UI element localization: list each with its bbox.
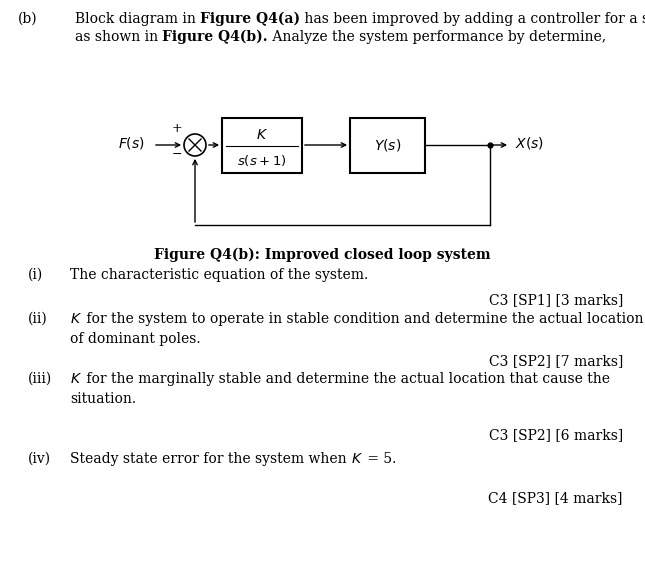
Text: C3 [SP1] [3 marks]: C3 [SP1] [3 marks] <box>489 293 623 307</box>
Text: (b): (b) <box>18 12 37 26</box>
Text: C4 [SP3] [4 marks]: C4 [SP3] [4 marks] <box>488 491 623 505</box>
Text: $\it{X}(s)$: $\it{X}(s)$ <box>515 135 544 151</box>
Text: Figure Q4(a): Figure Q4(a) <box>200 12 301 27</box>
Text: $\it{s}(\it{s}+1)$: $\it{s}(\it{s}+1)$ <box>237 153 287 168</box>
Text: = 5.: = 5. <box>363 452 397 466</box>
Text: (ii): (ii) <box>28 312 48 326</box>
Text: (iv): (iv) <box>28 452 51 466</box>
Text: $\it{K}$: $\it{K}$ <box>256 128 268 142</box>
Text: C3 [SP2] [6 marks]: C3 [SP2] [6 marks] <box>489 428 623 442</box>
Text: $\it{K}$: $\it{K}$ <box>351 452 363 466</box>
Text: +: + <box>172 122 182 135</box>
Bar <box>222 118 302 173</box>
Text: Figure Q4(b).: Figure Q4(b). <box>163 30 268 44</box>
Text: for the system to operate in stable condition and determine the actual location: for the system to operate in stable cond… <box>82 312 644 326</box>
Text: has been improved by adding a controller for a system: has been improved by adding a controller… <box>301 12 645 26</box>
Text: $\it{Y}(s)$: $\it{Y}(s)$ <box>374 137 401 153</box>
Text: $\it{K}$: $\it{K}$ <box>70 312 82 326</box>
Text: The characteristic equation of the system.: The characteristic equation of the syste… <box>70 268 368 282</box>
Text: (i): (i) <box>28 268 43 282</box>
Text: Steady state error for the system when: Steady state error for the system when <box>70 452 351 466</box>
Text: $\it{K}$: $\it{K}$ <box>70 372 82 386</box>
Bar <box>350 118 425 173</box>
Text: −: − <box>172 148 182 161</box>
Text: for the marginally stable and determine the actual location that cause the: for the marginally stable and determine … <box>82 372 610 386</box>
Text: situation.: situation. <box>70 392 136 406</box>
Text: Figure Q4(b): Improved closed loop system: Figure Q4(b): Improved closed loop syste… <box>154 248 491 263</box>
Text: Analyze the system performance by determine,: Analyze the system performance by determ… <box>268 30 606 44</box>
Text: Block diagram in: Block diagram in <box>75 12 200 26</box>
Text: of dominant poles.: of dominant poles. <box>70 332 201 346</box>
Text: $\it{F}(s)$: $\it{F}(s)$ <box>118 135 145 151</box>
Text: (iii): (iii) <box>28 372 52 386</box>
Text: C3 [SP2] [7 marks]: C3 [SP2] [7 marks] <box>489 354 623 368</box>
Text: as shown in: as shown in <box>75 30 163 44</box>
